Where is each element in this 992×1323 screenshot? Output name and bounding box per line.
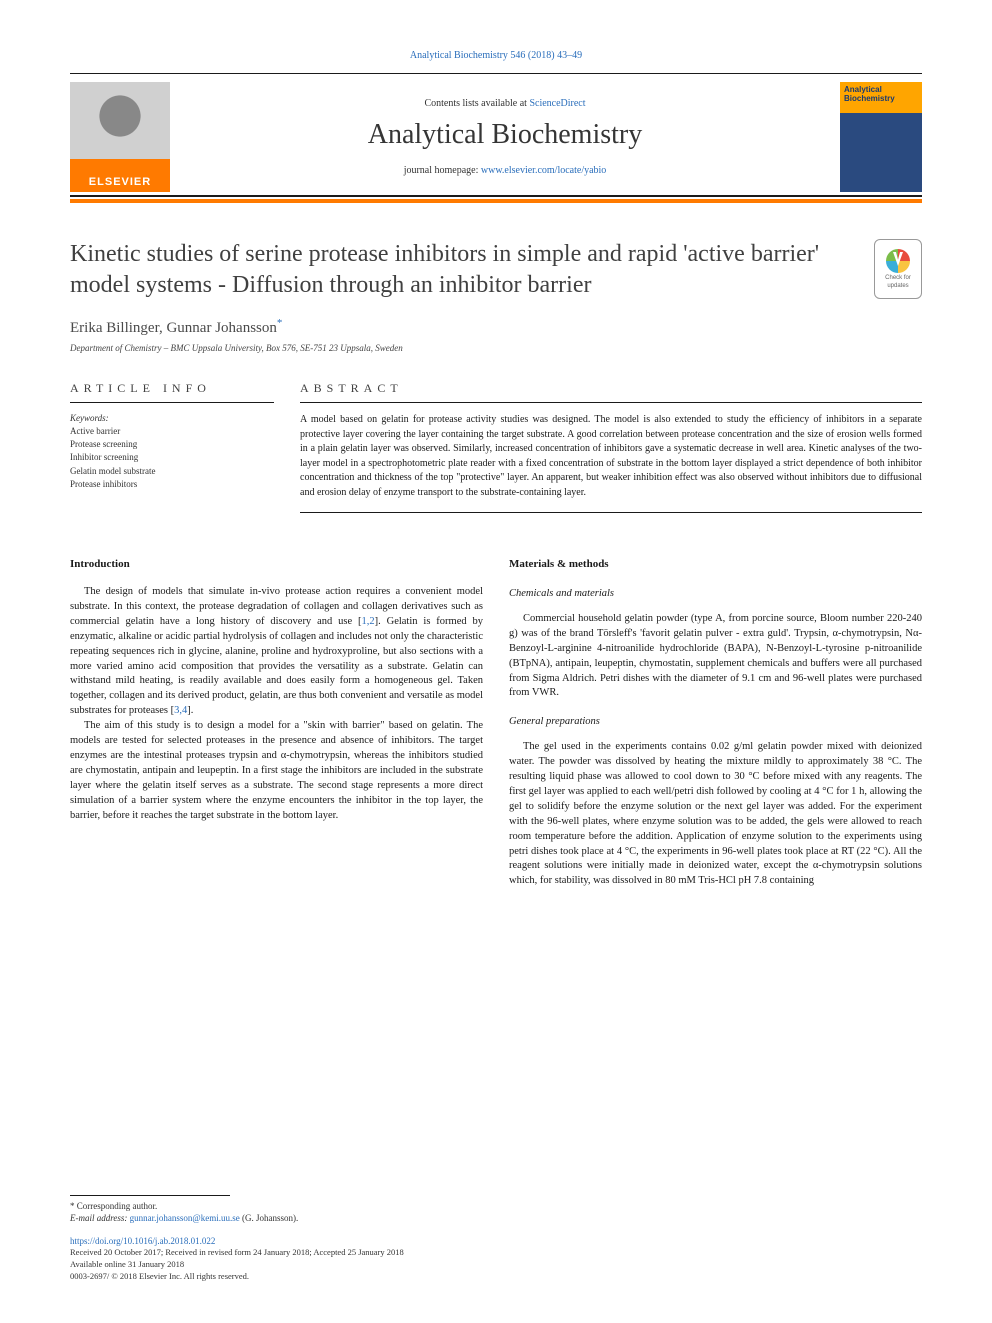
ref-link-1-2[interactable]: 1,2: [361, 616, 374, 627]
keyword-item: Inhibitor screening: [70, 451, 274, 464]
copyright-line: 0003-2697/ © 2018 Elsevier Inc. All righ…: [70, 1271, 922, 1283]
author-list: Erika Billinger, Gunnar Johansson*: [70, 317, 922, 337]
footer: * Corresponding author. E-mail address: …: [70, 1195, 922, 1283]
doi-link[interactable]: https://doi.org/10.1016/j.ab.2018.01.022: [70, 1236, 215, 1246]
keyword-item: Active barrier: [70, 425, 274, 438]
abstract-bottom-rule: [300, 512, 922, 513]
running-head: Analytical Biochemistry 546 (2018) 43–49: [70, 50, 922, 61]
article-info-heading: ARTICLE INFO: [70, 381, 274, 403]
intro-paragraph-2: The aim of this study is to design a mod…: [70, 719, 483, 823]
authors-names: Erika Billinger, Gunnar Johansson: [70, 320, 277, 336]
journal-cover-thumbnail[interactable]: Analytical Biochemistry: [840, 82, 922, 192]
crossmark-button[interactable]: Check for updates: [874, 239, 922, 299]
general-prep-subheading: General preparations: [509, 715, 922, 730]
abstract-text: A model based on gelatin for protease ac…: [300, 413, 922, 500]
publisher-name: ELSEVIER: [89, 176, 151, 188]
homepage-line: journal homepage: www.elsevier.com/locat…: [404, 165, 607, 176]
contents-prefix: Contents lists available at: [424, 98, 529, 109]
affiliation: Department of Chemistry – BMC Uppsala Un…: [70, 343, 922, 353]
email-suffix: (G. Johansson).: [240, 1213, 299, 1223]
body-columns: Introduction The design of models that s…: [70, 557, 922, 889]
keywords-list: Active barrier Protease screening Inhibi…: [70, 425, 274, 490]
corresponding-author-note: * Corresponding author.: [70, 1200, 922, 1213]
crossmark-label-2: updates: [887, 283, 908, 289]
materials-methods-heading: Materials & methods: [509, 557, 922, 573]
homepage-prefix: journal homepage:: [404, 165, 481, 176]
article-title: Kinetic studies of serine protease inhib…: [70, 239, 874, 301]
left-column: Introduction The design of models that s…: [70, 557, 483, 889]
email-line: E-mail address: gunnar.johansson@kemi.uu…: [70, 1212, 922, 1225]
journal-name: Analytical Biochemistry: [368, 119, 643, 151]
cover-title-line2: Biochemistry: [844, 95, 918, 104]
keyword-item: Protease inhibitors: [70, 478, 274, 491]
general-prep-paragraph: The gel used in the experiments contains…: [509, 740, 922, 889]
journal-homepage-link[interactable]: www.elsevier.com/locate/yabio: [481, 165, 606, 176]
corresponding-author-link[interactable]: *: [277, 317, 283, 329]
email-link[interactable]: gunnar.johansson@kemi.uu.se: [130, 1213, 240, 1223]
keyword-item: Protease screening: [70, 438, 274, 451]
introduction-heading: Introduction: [70, 557, 483, 573]
elsevier-tree-icon: [80, 88, 160, 158]
sciencedirect-link[interactable]: ScienceDirect: [529, 98, 585, 109]
history-line: Received 20 October 2017; Received in re…: [70, 1247, 922, 1259]
keywords-label: Keywords:: [70, 413, 274, 423]
masthead: ELSEVIER Contents lists available at Sci…: [70, 73, 922, 197]
ref-link-3-4[interactable]: 3,4: [174, 705, 187, 716]
keyword-item: Gelatin model substrate: [70, 465, 274, 478]
crossmark-icon: [886, 249, 910, 273]
email-label: E-mail address:: [70, 1213, 130, 1223]
abstract-heading: ABSTRACT: [300, 381, 922, 403]
crossmark-label-1: Check for: [885, 275, 911, 281]
online-line: Available online 31 January 2018: [70, 1259, 922, 1271]
chemicals-paragraph: Commercial household gelatin powder (typ…: [509, 612, 922, 701]
footer-rule: [70, 1195, 230, 1196]
contents-available-line: Contents lists available at ScienceDirec…: [424, 98, 585, 109]
publisher-logo[interactable]: ELSEVIER: [70, 82, 170, 192]
chemicals-subheading: Chemicals and materials: [509, 587, 922, 602]
intro-paragraph-1: The design of models that simulate in-vi…: [70, 585, 483, 719]
abstract-block: ABSTRACT A model based on gelatin for pr…: [300, 381, 922, 513]
masthead-accent-rule: [70, 199, 922, 203]
article-info-block: ARTICLE INFO Keywords: Active barrier Pr…: [70, 381, 274, 513]
right-column: Materials & methods Chemicals and materi…: [509, 557, 922, 889]
